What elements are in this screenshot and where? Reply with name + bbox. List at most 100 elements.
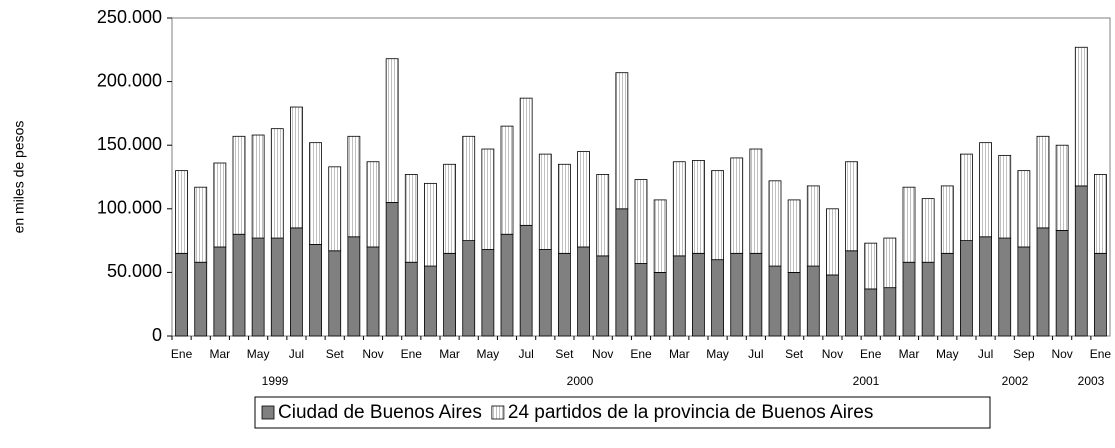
bar-segment: [902, 186, 916, 263]
bar-segment: [768, 180, 782, 267]
year-label: 1999: [262, 374, 289, 388]
bar-segment: [979, 236, 992, 337]
bar-segment: [462, 240, 476, 337]
legend-swatch: [491, 405, 505, 420]
bar-segment: [213, 246, 227, 337]
x-tick-label: Mar: [899, 347, 920, 361]
x-tick-label: Set: [326, 347, 345, 361]
bar-segment: [979, 142, 992, 238]
x-tick-label: Mar: [439, 347, 460, 361]
y-tick-label: 200.000: [97, 70, 162, 90]
bar-segment: [385, 202, 399, 337]
bar-segment: [672, 255, 686, 337]
bar-segment: [213, 162, 227, 248]
bar-segment: [500, 125, 514, 235]
bar-segment: [940, 185, 954, 254]
bar-segment: [347, 135, 361, 238]
bar-segment: [596, 255, 610, 337]
bar-segment: [998, 237, 1012, 337]
y-tick-label: 50.000: [107, 261, 162, 281]
x-tick-label: Ene: [630, 347, 652, 361]
bar-segment: [270, 128, 284, 239]
x-tick-label: Mar: [210, 347, 231, 361]
y-tick-label: 0: [152, 325, 162, 345]
bar-segment: [615, 208, 629, 337]
bar-segment: [711, 170, 724, 261]
legend-box: [254, 396, 991, 429]
bar-segment: [1036, 135, 1050, 229]
bar-segment: [1017, 170, 1031, 248]
bar-segment: [481, 249, 495, 337]
bar-segment: [519, 224, 533, 337]
bar-segment: [883, 237, 897, 289]
x-tick-label: Ene: [860, 347, 882, 361]
y-axis-label: en miles de pesos: [11, 121, 27, 234]
x-tick-label: Set: [555, 347, 574, 361]
bar-segment: [1055, 144, 1069, 231]
year-label: 2001: [853, 374, 880, 388]
x-tick-label: May: [936, 347, 959, 361]
x-tick-label: May: [247, 347, 270, 361]
bar-segment: [366, 161, 380, 248]
x-tick-label: May: [477, 347, 500, 361]
x-tick-label: May: [706, 347, 729, 361]
bar-segment: [806, 265, 820, 337]
bar-segment: [290, 227, 303, 337]
bar-segment: [749, 252, 763, 337]
bar-segment: [787, 271, 801, 337]
bar-segment: [1036, 227, 1050, 337]
bar-segment: [1094, 174, 1107, 254]
bar-segment: [1074, 185, 1088, 337]
x-tick-label: Sep: [1013, 347, 1035, 361]
x-tick-label: Ene: [171, 347, 193, 361]
bar-segment: [309, 244, 322, 337]
bar-segment: [845, 161, 858, 252]
bar-segment: [404, 261, 418, 337]
year-label: 2003: [1078, 374, 1105, 388]
bar-segment: [634, 179, 648, 264]
bar-segment: [730, 252, 744, 337]
bar-segment: [806, 185, 820, 267]
bar-segment: [692, 252, 705, 337]
bar-segment: [826, 274, 839, 337]
bar-segment: [653, 199, 667, 273]
bar-segment: [577, 151, 590, 248]
bar-segment: [538, 249, 552, 337]
bar-segment: [960, 153, 973, 242]
x-tick-label: Set: [785, 347, 804, 361]
bar-segment: [730, 157, 744, 254]
bar-segment: [538, 153, 552, 250]
legend-label: Ciudad de Buenos Aires: [278, 402, 482, 423]
bar-segment: [424, 182, 437, 267]
bar-segment: [845, 250, 858, 337]
bar-segment: [558, 252, 571, 337]
bar-segment: [251, 237, 265, 337]
bar-segment: [1017, 246, 1031, 337]
bar-segment: [366, 246, 380, 337]
bar-segment: [500, 233, 514, 337]
bar-segment: [232, 233, 246, 337]
y-tick-label: 150.000: [97, 134, 162, 154]
bar-segment: [615, 72, 629, 210]
bar-segment: [175, 252, 188, 337]
bar-segment: [596, 174, 610, 257]
bar-segment: [826, 208, 839, 276]
bar-segment: [481, 148, 495, 250]
bar-segment: [309, 142, 322, 245]
bar-segment: [864, 288, 878, 337]
year-label: 2002: [1002, 374, 1029, 388]
bar-segment: [424, 265, 437, 337]
x-tick-label: Nov: [1051, 347, 1072, 361]
bar-segment: [998, 154, 1012, 239]
bar-segment: [672, 161, 686, 257]
x-tick-label: Jul: [978, 347, 993, 361]
bar-segment: [768, 265, 782, 337]
bar-segment: [194, 186, 208, 263]
bar-segment: [1094, 252, 1107, 337]
x-tick-label: Nov: [362, 347, 383, 361]
bar-segment: [653, 271, 667, 337]
bar-segment: [404, 174, 418, 263]
bar-segment: [883, 287, 897, 337]
